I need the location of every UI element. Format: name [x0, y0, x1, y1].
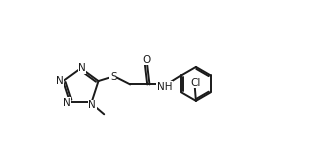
Text: N: N	[63, 98, 70, 108]
Text: N: N	[88, 100, 96, 110]
Text: N: N	[56, 76, 64, 86]
Text: O: O	[142, 55, 150, 65]
Text: S: S	[110, 72, 116, 82]
Text: NH: NH	[157, 82, 172, 92]
Text: N: N	[78, 63, 86, 73]
Text: Cl: Cl	[190, 78, 200, 88]
